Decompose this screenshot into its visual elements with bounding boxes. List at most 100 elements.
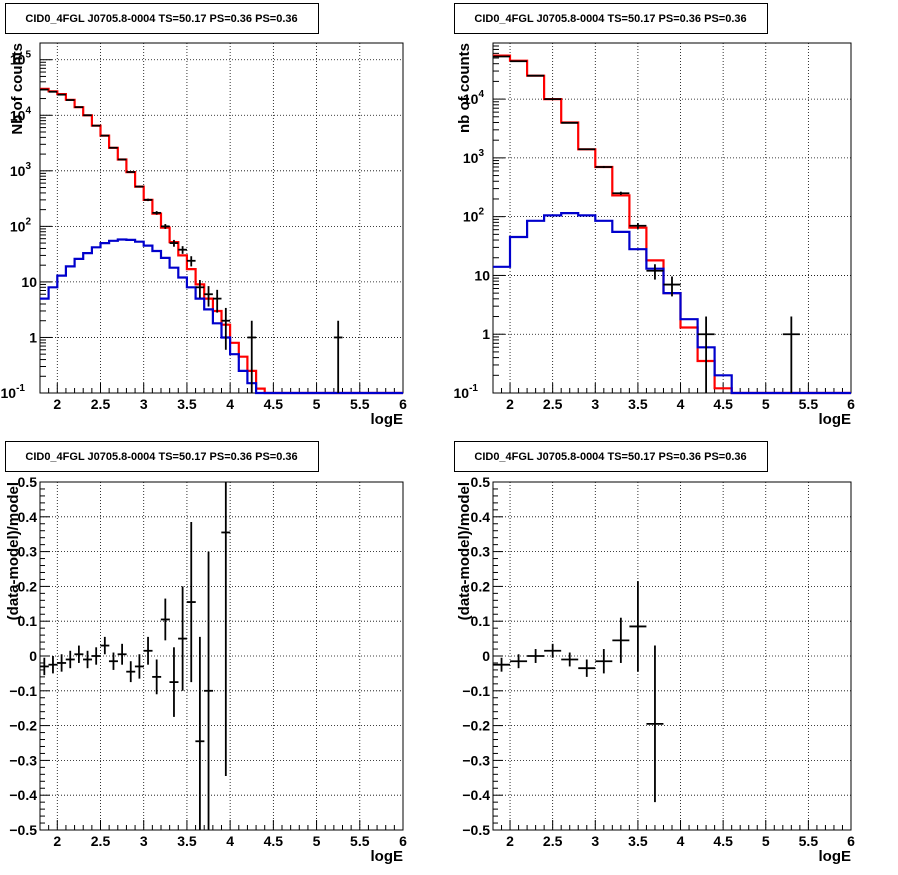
x-tick-label: 2: [53, 833, 61, 849]
x-tick-label: 5.5: [350, 396, 370, 412]
y-tick-exponent: 2: [25, 216, 31, 227]
counts-chart-right: CID0_4FGL J0705.8-0004 TS=50.17 PS=0.36 …: [454, 3, 855, 428]
x-tick-label: 2: [53, 396, 61, 412]
model-total-histogram: [40, 87, 403, 395]
data-point: [83, 114, 92, 117]
y-tick-label: −0.4: [9, 787, 37, 803]
residual-point: [143, 636, 153, 665]
residual-point: [195, 636, 205, 830]
data-point: [195, 280, 205, 298]
residual-point: [221, 482, 231, 777]
y-tick-label: 0.4: [471, 509, 491, 525]
residual-point: [204, 551, 214, 830]
data-point: [143, 198, 153, 202]
data-point: [161, 224, 170, 229]
x-axis-label: logE: [371, 411, 404, 428]
residual-point: [578, 659, 596, 677]
residual-point: [612, 617, 630, 663]
x-tick-label: 4: [226, 396, 234, 412]
x-tick-label: 6: [847, 833, 855, 849]
chart-title-box: CID0_4FGL J0705.8-0004 TS=50.17 PS=0.36 …: [5, 3, 319, 34]
y-tick-exponent: -1: [469, 383, 478, 394]
x-tick-label: 5: [313, 396, 321, 412]
x-tick-label: 5.5: [799, 833, 819, 849]
residual-point: [160, 598, 170, 641]
residual-point: [65, 650, 75, 669]
residual-point: [561, 652, 579, 667]
chart-title-box: CID0_4FGL J0705.8-0004 TS=50.17 PS=0.36 …: [454, 3, 768, 34]
data-point: [117, 158, 127, 161]
data-point: [152, 211, 161, 215]
data-point: [186, 256, 196, 267]
y-tick-label: 0.1: [18, 613, 38, 629]
y-tick-label: 0.2: [471, 578, 491, 594]
axis-ticks: [492, 42, 852, 394]
residual-point: [83, 650, 93, 669]
y-tick-label: −0.5: [9, 822, 37, 838]
axis-ticks: [39, 42, 404, 394]
residual-point: [186, 522, 196, 683]
x-axis-label: logE: [371, 848, 404, 865]
y-tick-label: −0.2: [462, 718, 490, 734]
y-tick-label: 10: [474, 267, 490, 283]
y-tick-label: 103: [463, 148, 485, 166]
data-point: [65, 99, 75, 101]
y-tick-label: 102: [463, 207, 485, 225]
y-tick-label: 0: [29, 648, 37, 664]
data-point: [135, 185, 144, 188]
y-tick-label: −0.2: [9, 718, 37, 734]
x-tick-label: 5: [762, 396, 770, 412]
residual-point: [544, 643, 562, 658]
residual-point: [108, 652, 118, 670]
y-axis-label: (data-model)/model: [5, 482, 22, 620]
y-tick-label: −0.1: [9, 683, 37, 699]
data-point: [595, 165, 613, 169]
chart-panel-residuals-right: CID0_4FGL J0705.8-0004 TS=50.17 PS=0.36 …: [449, 438, 898, 875]
chart-panel-counts-right: CID0_4FGL J0705.8-0004 TS=50.17 PS=0.36 …: [449, 0, 898, 438]
model-source-histogram: [493, 212, 851, 395]
y-tick-exponent: 3: [25, 161, 31, 172]
residual-point: [117, 643, 127, 665]
chart-panel-counts-left: CID0_4FGL J0705.8-0004 TS=50.17 PS=0.36 …: [0, 0, 449, 438]
x-tick-label: 3.5: [628, 396, 648, 412]
chart-title: CID0_4FGL J0705.8-0004 TS=50.17 PS=0.36 …: [474, 451, 746, 463]
x-tick-label: 6: [399, 396, 407, 412]
chart-title-box: CID0_4FGL J0705.8-0004 TS=50.17 PS=0.36 …: [454, 441, 768, 472]
x-tick-label: 3: [591, 396, 599, 412]
x-tick-label: 4: [677, 833, 685, 849]
residual-point: [74, 645, 84, 663]
plot-frame: [492, 42, 852, 394]
residual-point: [57, 654, 67, 672]
y-tick-label: 0.4: [18, 509, 38, 525]
y-axis-label: nb of counts: [456, 43, 473, 133]
y-tick-label: 1: [482, 326, 490, 342]
y-tick-label: −0.1: [462, 683, 490, 699]
x-axis-label: logE: [819, 411, 852, 428]
data-point: [100, 134, 110, 137]
data-point: [48, 90, 58, 93]
x-tick-label: 4: [226, 833, 234, 849]
y-tick-label: 102: [10, 216, 32, 234]
x-tick-label: 3: [140, 833, 148, 849]
x-tick-label: 2.5: [91, 396, 111, 412]
data-point: [697, 316, 715, 393]
grid-lines: [40, 43, 403, 393]
data-point: [221, 307, 231, 350]
y-tick-label: 10-1: [454, 383, 479, 401]
y-tick-exponent: 2: [478, 207, 484, 218]
x-tick-label: 4: [677, 396, 685, 412]
residual-point: [493, 657, 511, 672]
residual-point: [91, 647, 101, 665]
data-point: [663, 276, 681, 297]
x-tick-label: 4.5: [264, 833, 284, 849]
counts-chart-left: CID0_4FGL J0705.8-0004 TS=50.17 PS=0.36 …: [1, 3, 407, 428]
y-tick-exponent: -1: [16, 383, 25, 394]
model-total-histogram: [493, 54, 851, 395]
residual-point: [510, 654, 528, 669]
y-tick-label: −0.3: [462, 752, 490, 768]
residual-point: [595, 649, 613, 674]
x-tick-label: 6: [847, 396, 855, 412]
x-tick-label: 4.5: [713, 833, 733, 849]
y-tick-label: 0.1: [471, 613, 491, 629]
data-point: [91, 124, 101, 127]
